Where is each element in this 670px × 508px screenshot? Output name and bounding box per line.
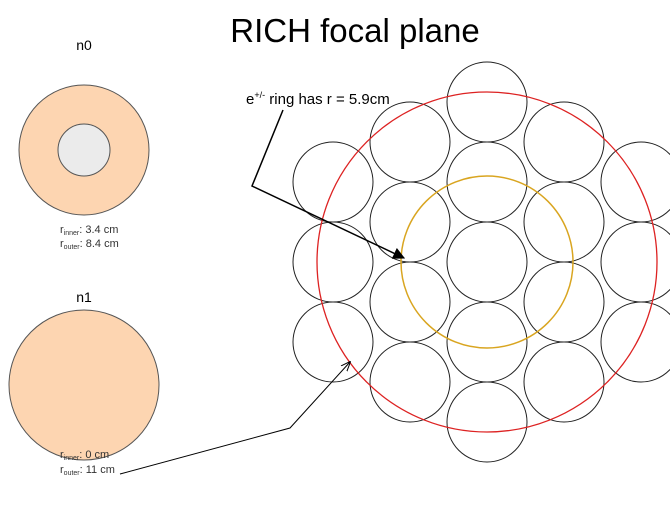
- pmt: [369, 341, 451, 423]
- pmt: [369, 101, 451, 183]
- annulus-hole: [57, 123, 111, 177]
- pmt: [600, 301, 670, 383]
- pmt: [292, 141, 374, 223]
- radiator-name: n0: [76, 37, 92, 53]
- pmt: [523, 101, 605, 183]
- pmt: [523, 181, 605, 263]
- r-outer: router: 11 cm: [60, 464, 115, 477]
- pmt: [292, 221, 374, 303]
- r-inner: rinner: 3.4 cm: [60, 224, 118, 237]
- title: RICH focal plane: [230, 12, 479, 49]
- pmt: [600, 221, 670, 303]
- pmt: [600, 141, 670, 223]
- pmt: [369, 181, 451, 263]
- disk: [8, 309, 160, 461]
- pmt: [523, 341, 605, 423]
- outer-ring: [316, 91, 658, 433]
- pmt: [369, 261, 451, 343]
- pmt: [446, 221, 528, 303]
- r-outer: router: 8.4 cm: [60, 238, 119, 251]
- pmt: [446, 141, 528, 223]
- pmt: [523, 261, 605, 343]
- radiator-name: n1: [76, 289, 92, 305]
- electron-ring: [400, 175, 574, 349]
- pmt: [292, 301, 374, 383]
- arrow: [251, 109, 406, 259]
- pmt: [446, 381, 528, 463]
- pmt: [446, 301, 528, 383]
- r-inner: rinner: 0 cm: [60, 449, 109, 462]
- pmt: [446, 61, 528, 143]
- arrow: [119, 362, 350, 475]
- pmt-array: [292, 61, 670, 463]
- ring-label: e+/- ring has r = 5.9cm: [246, 90, 390, 108]
